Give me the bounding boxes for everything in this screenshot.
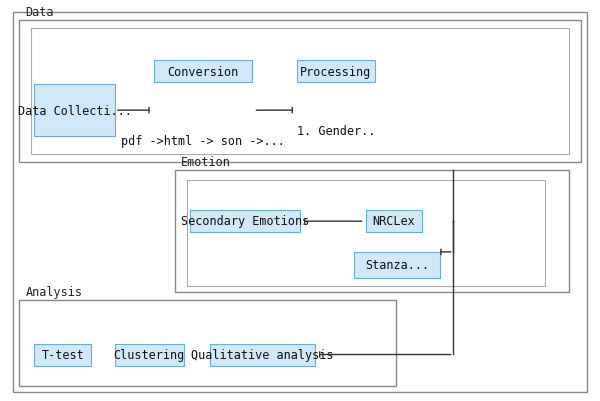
Bar [187, 180, 545, 286]
Bar [19, 300, 395, 386]
Bar [354, 252, 440, 278]
Bar [190, 211, 300, 232]
Bar [31, 29, 569, 155]
Text: Clustering: Clustering [113, 348, 185, 361]
Bar [297, 61, 374, 83]
Bar [211, 344, 315, 366]
Bar [34, 85, 115, 137]
Bar [34, 344, 91, 366]
Bar [154, 61, 252, 83]
Bar [115, 344, 184, 366]
Text: Secondary Emotions: Secondary Emotions [181, 215, 309, 228]
Text: Qualitative analysis: Qualitative analysis [191, 348, 334, 361]
Text: Conversion: Conversion [167, 66, 239, 79]
Text: Stanza...: Stanza... [365, 259, 429, 272]
Bar [175, 171, 569, 292]
Text: Data Collecti...: Data Collecti... [17, 104, 131, 117]
Text: Data: Data [25, 6, 54, 19]
Text: NRCLex: NRCLex [373, 215, 415, 228]
Text: Analysis: Analysis [25, 285, 82, 298]
Text: T-test: T-test [41, 348, 84, 361]
Text: 1. Gender..: 1. Gender.. [296, 124, 375, 137]
Text: pdf ->html -> son ->...: pdf ->html -> son ->... [121, 134, 285, 147]
Bar [19, 21, 581, 163]
Bar [366, 211, 422, 232]
Text: Processing: Processing [300, 66, 371, 79]
Text: Emotion: Emotion [181, 156, 230, 169]
